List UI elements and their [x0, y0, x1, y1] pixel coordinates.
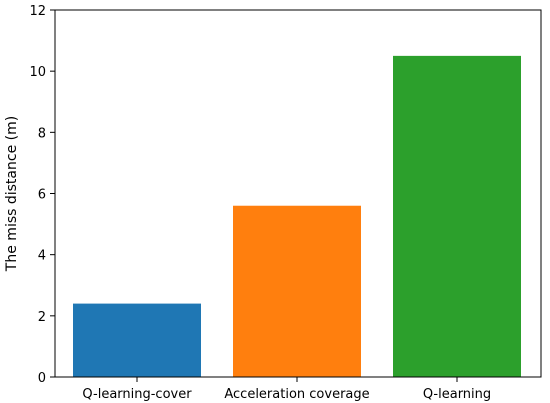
y-axis: 0 2 4 6 8 10 12 — [29, 4, 55, 386]
x-tick-label: Q-learning-cover — [82, 387, 192, 402]
plot-frame — [54, 9, 542, 378]
y-tick-label: 2 — [38, 310, 46, 325]
y-tick-label: 4 — [38, 249, 46, 264]
x-tick-label: Q-learning — [423, 387, 491, 402]
bar-acceleration-coverage — [233, 205, 361, 377]
bars-group — [73, 55, 521, 377]
y-tick-label: 6 — [38, 188, 46, 203]
y-tick-label: 8 — [38, 126, 46, 141]
y-axis-label: The miss distance (m) — [4, 116, 20, 272]
bar-q-learning — [393, 55, 521, 377]
bar-q-learning-cover — [73, 303, 201, 377]
x-tick-label: Acceleration coverage — [224, 387, 369, 402]
y-tick-label: 12 — [29, 4, 46, 19]
x-axis: Q-learning-cover Acceleration coverage Q-l… — [82, 377, 491, 402]
y-tick-label: 0 — [38, 371, 46, 386]
plot-area — [54, 9, 542, 378]
y-tick-label: 10 — [29, 65, 46, 80]
